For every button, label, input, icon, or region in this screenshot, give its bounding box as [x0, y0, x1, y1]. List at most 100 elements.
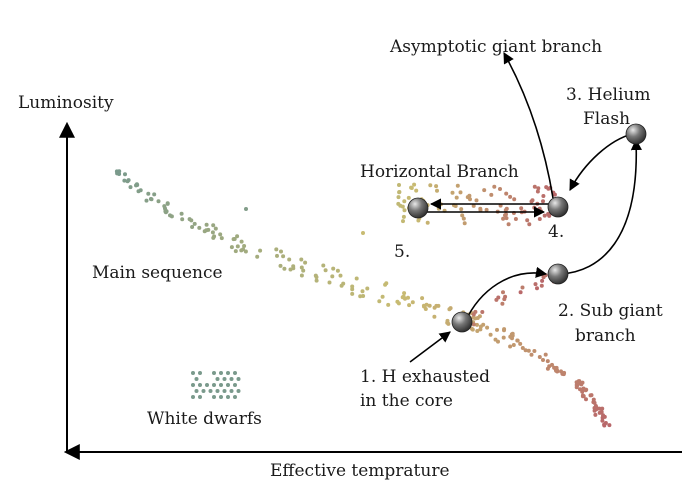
star-dot: [547, 213, 552, 218]
star-dot: [128, 185, 133, 190]
star-dot: [206, 227, 211, 232]
star-dot: [593, 405, 598, 410]
star-dot: [198, 371, 202, 375]
star-dot: [278, 263, 283, 268]
star-dot: [503, 294, 508, 299]
star-dot: [583, 388, 588, 393]
star-dot: [222, 377, 227, 381]
star-dot: [474, 198, 479, 203]
star-dot: [205, 383, 209, 387]
star-dot: [323, 268, 328, 273]
star-dot: [215, 377, 220, 381]
star-dot: [533, 282, 538, 287]
star-dot: [236, 377, 241, 381]
star-dot: [461, 216, 466, 221]
star-dot: [498, 187, 502, 191]
star-dot: [400, 295, 405, 300]
star-dot: [508, 194, 513, 199]
star-dot: [402, 199, 407, 204]
star-dot: [579, 382, 584, 387]
star-stage-4: [547, 196, 569, 218]
star-dot: [425, 220, 430, 225]
star-dot: [468, 197, 472, 202]
star-dot: [395, 299, 400, 304]
star-dot: [501, 335, 506, 340]
stage-1-label-line2: in the core: [360, 391, 453, 411]
star-dot: [299, 265, 304, 270]
stage-2-label-line1: 2. Sub giant: [558, 301, 663, 321]
star-dot: [134, 182, 139, 187]
star-dot: [380, 294, 385, 299]
star-dot: [589, 393, 594, 398]
star-dot: [211, 223, 216, 228]
star-dot: [156, 199, 161, 204]
star-dot: [314, 278, 319, 283]
star-dot: [210, 230, 215, 235]
star-dot: [584, 397, 588, 402]
star-dot: [179, 211, 184, 216]
star-dot: [194, 389, 199, 393]
star-dot: [219, 371, 223, 375]
agb-label: Asymptotic giant branch: [389, 37, 602, 57]
star-dot: [525, 218, 530, 223]
star-dot: [212, 234, 217, 239]
star-dot: [552, 192, 557, 197]
star-dot: [396, 201, 401, 206]
star-dot: [114, 169, 119, 174]
star-dot: [327, 280, 332, 285]
star-dot: [536, 186, 541, 191]
star-dot: [282, 266, 287, 271]
star-dot: [492, 184, 497, 189]
star-dot: [239, 239, 244, 244]
star-dot: [518, 290, 523, 295]
star-dot: [191, 383, 195, 387]
star-dot: [591, 397, 596, 402]
arrow-4-to-agb: [503, 52, 554, 199]
star-dot: [244, 207, 248, 211]
star-dot: [470, 327, 475, 332]
star-dot: [198, 395, 202, 399]
star-dot: [578, 387, 582, 392]
star-dot: [226, 383, 230, 387]
star-dot: [458, 190, 463, 195]
star-dot: [481, 322, 486, 327]
star-dot: [482, 188, 487, 193]
star-dot: [198, 383, 202, 387]
star-dot: [506, 222, 511, 227]
star-dot: [274, 247, 279, 252]
star-dot: [454, 195, 459, 200]
star-dot: [488, 332, 493, 337]
star-dot: [484, 207, 489, 212]
star-dot: [243, 249, 248, 254]
star-dot: [432, 314, 437, 319]
star-dot: [500, 301, 505, 306]
star-dot: [191, 371, 195, 375]
star-dot: [397, 183, 401, 187]
main-sequence-label: Main sequence: [92, 263, 223, 283]
star-dot: [168, 213, 172, 218]
star-dot: [190, 225, 195, 229]
star-dot: [201, 389, 206, 393]
star-dot: [512, 197, 517, 202]
star-dot: [321, 263, 326, 268]
star-dot: [117, 172, 122, 176]
star-dot: [122, 178, 127, 183]
star-dot: [471, 312, 476, 317]
star-dot: [471, 203, 476, 208]
star-dot: [365, 286, 370, 291]
star-dot: [459, 207, 464, 212]
star-dot: [299, 273, 304, 278]
star-dot: [593, 412, 598, 417]
pointer-stage-1: [409, 331, 451, 363]
star-dot: [520, 346, 525, 350]
star-dot: [215, 389, 220, 393]
star-dot: [152, 192, 157, 197]
star-dot: [386, 302, 391, 307]
star-dot: [197, 225, 202, 230]
star-dot: [542, 213, 547, 218]
stage-4-label: 4.: [548, 222, 564, 242]
star-dot: [407, 303, 412, 308]
star-dot: [541, 194, 546, 198]
star-stage-3: [625, 123, 647, 145]
star-dot: [460, 213, 465, 218]
